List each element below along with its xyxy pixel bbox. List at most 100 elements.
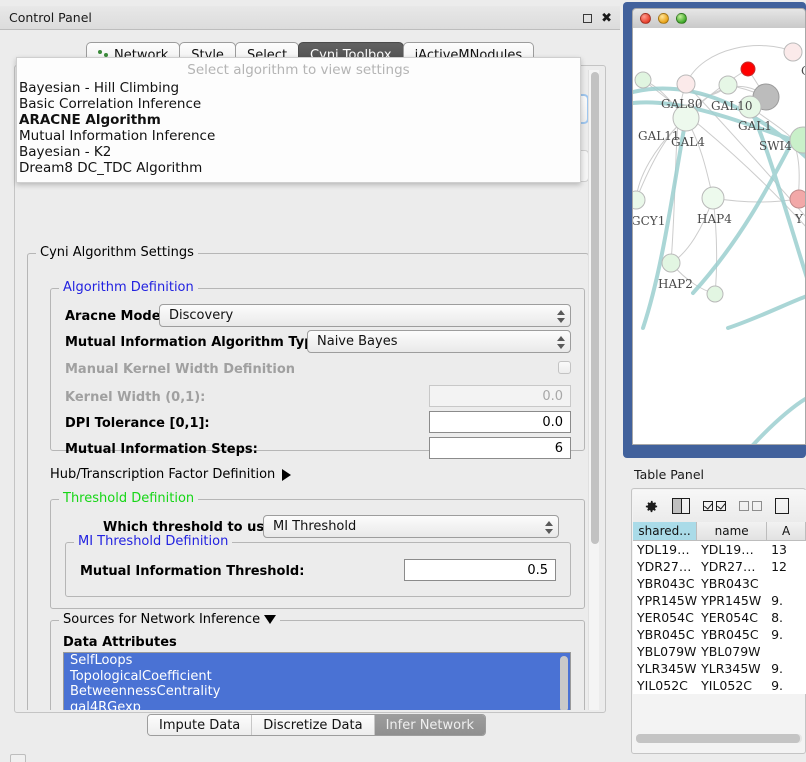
table-row[interactable]: YDR27… YDR27… 12 xyxy=(633,558,806,575)
split-column-icon[interactable] xyxy=(672,498,690,514)
network-node xyxy=(676,74,696,94)
table-horizontal-scrollbar[interactable] xyxy=(636,734,802,743)
network-view-window: GAL GAL80 GAL10 GAL1 GAL11 GAL4 SWI4 GCY… xyxy=(623,2,806,458)
control-panel-window: Control Panel ✖ Network Style Select xyxy=(0,6,620,742)
node-label: GAL10 xyxy=(711,99,753,113)
which-threshold-select[interactable]: MI Threshold xyxy=(263,515,559,538)
list-item[interactable]: BetweennessCentrality xyxy=(70,684,221,699)
manual-kernel-width-label: Manual Kernel Width Definition xyxy=(65,361,296,377)
dpi-tolerance-value: 0.0 xyxy=(542,414,563,430)
cell-shared: YER054C xyxy=(637,610,694,625)
close-traffic-light-icon[interactable] xyxy=(640,13,651,24)
mi-steps-row: Mutual Information Steps: xyxy=(65,438,258,460)
column-header-name[interactable]: name xyxy=(697,522,768,541)
node-label: HAP2 xyxy=(658,277,693,291)
data-attributes-list[interactable]: SelfLoops TopologicalCoefficient Between… xyxy=(63,652,571,710)
node-label: Y xyxy=(794,212,804,226)
segment-infer-network[interactable]: Infer Network xyxy=(374,715,485,735)
chevron-updown-icon xyxy=(556,333,565,352)
table-row[interactable]: YBL079W YBL079W xyxy=(633,643,806,660)
menu-item-aracne-algorithm[interactable]: ARACNE Algorithm xyxy=(19,112,161,128)
menu-item-bayesian-hill-climbing[interactable]: Bayesian - Hill Climbing xyxy=(19,80,180,96)
list-item[interactable]: TopologicalCoefficient xyxy=(70,668,212,684)
kernel-width-input[interactable]: 0.0 xyxy=(429,385,571,407)
column-header-shared[interactable]: shared... xyxy=(633,522,698,541)
cell-shared: YDR27… xyxy=(637,559,692,574)
zoom-traffic-light-icon[interactable] xyxy=(676,13,687,24)
group-legend: Threshold Definition xyxy=(59,492,199,506)
cell-a xyxy=(767,643,806,660)
network-node xyxy=(740,61,756,77)
mi-threshold-input[interactable]: 0.5 xyxy=(404,559,556,581)
cell-a: 9. xyxy=(771,678,784,693)
panel-vertical-scrollbar[interactable] xyxy=(588,70,599,710)
hub-definition-label: Hub/Transcription Factor Definition xyxy=(50,467,276,482)
window-buttons: ✖ xyxy=(583,6,612,30)
algorithm-dropdown-popup[interactable]: Select algorithm to view settings Bayesi… xyxy=(16,57,581,183)
table-row[interactable]: YIL052C YIL052C 9. xyxy=(633,677,806,694)
network-canvas[interactable]: GAL GAL80 GAL10 GAL1 GAL11 GAL4 SWI4 GCY… xyxy=(632,28,806,445)
cell-shared: YBR043C xyxy=(637,576,695,591)
dpi-tolerance-input[interactable]: 0.0 xyxy=(429,411,571,433)
menu-item-bayesian-k2[interactable]: Bayesian - K2 xyxy=(19,144,112,160)
column-header-a[interactable]: A xyxy=(767,522,806,541)
cyni-algorithm-settings-group: Cyni Algorithm Settings Algorithm Defini… xyxy=(27,246,589,710)
network-graph: GAL GAL80 GAL10 GAL1 GAL11 GAL4 SWI4 GCY… xyxy=(633,42,805,444)
close-icon[interactable]: ✖ xyxy=(601,10,612,26)
group-legend: Sources for Network Inference xyxy=(59,612,281,627)
hub-transcription-factor-definition-toggle[interactable]: Hub/Transcription Factor Definition xyxy=(50,467,292,482)
table-panel-frame: shared... name A YDL19… YDL19… 13 YDR27…… xyxy=(631,488,806,754)
manual-kernel-width-checkbox[interactable] xyxy=(558,361,571,374)
checked-boxes-icon[interactable] xyxy=(703,501,726,511)
maximize-icon[interactable] xyxy=(583,13,593,23)
node-label: GAL80 xyxy=(661,97,703,111)
which-threshold-label: Which threshold to use: xyxy=(103,519,279,535)
table-row[interactable]: YPR145W YPR145W 9. xyxy=(633,592,806,609)
sources-legend-text: Sources for Network Inference xyxy=(63,612,261,627)
scrollbar-thumb[interactable] xyxy=(590,72,599,544)
table-panel-title: Table Panel xyxy=(634,466,705,482)
table-row[interactable]: YDL19… YDL19… 13 xyxy=(633,541,806,558)
table-panel-header: Table Panel xyxy=(623,460,806,488)
cell-a: 12 xyxy=(771,559,787,574)
menu-item-dream8-dc-tdc-algorithm[interactable]: Dream8 DC_TDC Algorithm xyxy=(19,160,203,176)
mi-steps-value: 6 xyxy=(554,440,563,456)
network-node xyxy=(706,285,724,303)
menu-item-basic-correlation-inference[interactable]: Basic Correlation Inference xyxy=(19,96,202,112)
table-row[interactable]: YBR045C YBR045C 9. xyxy=(633,626,806,643)
partial-table-icon[interactable] xyxy=(775,498,789,514)
control-panel-titlebar: Control Panel ✖ xyxy=(0,6,620,30)
network-node xyxy=(634,71,652,89)
segment-impute-data[interactable]: Impute Data xyxy=(148,715,253,735)
data-attributes-label: Data Attributes xyxy=(63,635,177,650)
cell-a: 9. xyxy=(771,593,784,608)
aracne-mode-row: Aracne Mode: xyxy=(65,305,166,327)
table-row[interactable]: YER054C YER054C 8. xyxy=(633,609,806,626)
menu-item-mutual-information-inference[interactable]: Mutual Information Inference xyxy=(19,128,216,144)
mi-threshold-value: 0.5 xyxy=(527,562,548,578)
aracne-mode-select[interactable]: Discovery xyxy=(159,304,571,327)
gear-icon[interactable] xyxy=(644,499,659,514)
mi-algorithm-type-select[interactable]: Naive Bayes xyxy=(307,330,571,353)
cell-name: YIL052C xyxy=(701,678,752,693)
which-threshold-value: MI Threshold xyxy=(273,519,357,534)
unchecked-boxes-icon[interactable] xyxy=(739,501,762,511)
segment-discretize-data[interactable]: Discretize Data xyxy=(252,715,375,735)
mi-steps-input[interactable]: 6 xyxy=(429,437,571,459)
cell-shared: YIL052C xyxy=(637,678,688,693)
list-item[interactable]: SelfLoops xyxy=(70,653,133,668)
aracne-mode-value: Discovery xyxy=(169,308,234,323)
attributes-vertical-scrollbar[interactable] xyxy=(560,656,568,710)
which-threshold-row: Which threshold to use: xyxy=(103,516,278,538)
cell-name: YBL079W xyxy=(701,644,761,659)
node-table[interactable]: shared... name A YDL19… YDL19… 13 YDR27…… xyxy=(633,522,806,742)
table-row[interactable]: YLR345W YLR345W 9. xyxy=(633,660,806,677)
list-item[interactable]: gal4RGexp xyxy=(70,699,141,711)
triangle-down-icon[interactable] xyxy=(264,615,277,624)
chevron-updown-icon xyxy=(556,307,565,326)
table-row[interactable]: YBR043C YBR043C xyxy=(633,575,806,592)
algorithm-options-list: Bayesian - Hill Climbing Basic Correlati… xyxy=(17,80,580,176)
minimize-traffic-light-icon[interactable] xyxy=(658,13,669,24)
network-node xyxy=(701,186,725,210)
bottom-stray-widget[interactable] xyxy=(10,754,26,762)
